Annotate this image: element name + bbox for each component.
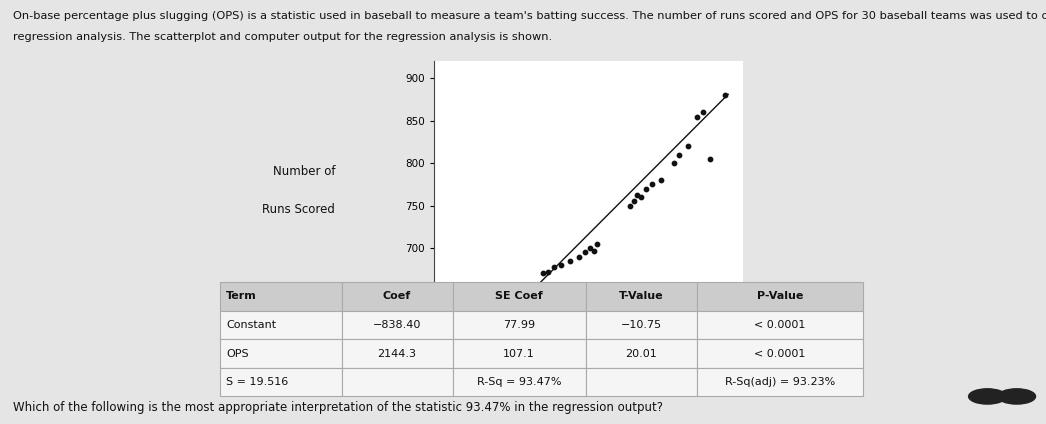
Text: OPS: OPS: [226, 349, 249, 359]
Text: Runs Scored: Runs Scored: [263, 204, 336, 216]
Text: < 0.0001: < 0.0001: [754, 320, 805, 330]
Text: −838.40: −838.40: [373, 320, 422, 330]
Point: [717, 92, 733, 99]
Point: [576, 249, 593, 256]
Bar: [453, 368, 586, 396]
Text: 2144.3: 2144.3: [378, 349, 416, 359]
Text: Number of: Number of: [273, 165, 336, 178]
Text: −10.75: −10.75: [620, 320, 662, 330]
Text: regression analysis. The scatterplot and computer output for the regression anal: regression analysis. The scatterplot and…: [13, 32, 551, 42]
Point: [535, 270, 551, 277]
Point: [552, 262, 569, 268]
Point: [462, 325, 479, 332]
Text: Term: Term: [226, 291, 257, 301]
Point: [621, 202, 638, 209]
Point: [629, 192, 645, 199]
X-axis label: OPS: OPS: [576, 380, 600, 393]
Text: S = 19.516: S = 19.516: [226, 377, 289, 387]
Point: [680, 143, 697, 150]
Bar: [586, 282, 697, 310]
Text: Coef: Coef: [383, 291, 411, 301]
Bar: [220, 282, 342, 310]
Bar: [453, 339, 586, 368]
Point: [633, 194, 650, 201]
Point: [582, 245, 598, 251]
Point: [495, 302, 511, 309]
Text: 20.01: 20.01: [626, 349, 657, 359]
Point: [653, 177, 669, 184]
Point: [471, 319, 487, 326]
Point: [453, 329, 470, 336]
Point: [586, 247, 602, 254]
Text: Constant: Constant: [226, 320, 276, 330]
Point: [670, 151, 687, 158]
Point: [477, 315, 494, 322]
Bar: [586, 368, 697, 396]
Point: [517, 291, 533, 298]
Point: [571, 253, 588, 260]
Text: R-Sq = 93.47%: R-Sq = 93.47%: [477, 377, 562, 387]
Point: [589, 240, 606, 247]
Point: [527, 287, 544, 294]
Bar: [342, 310, 453, 339]
Bar: [220, 310, 342, 339]
Point: [531, 283, 548, 290]
Bar: [342, 339, 453, 368]
Text: Which of the following is the most appropriate interpretation of the statistic 9: Which of the following is the most appro…: [13, 401, 662, 414]
Text: 77.99: 77.99: [503, 320, 536, 330]
Bar: [342, 368, 453, 396]
Bar: [586, 339, 697, 368]
Point: [702, 156, 719, 162]
Text: R-Sq(adj) = 93.23%: R-Sq(adj) = 93.23%: [725, 377, 835, 387]
Text: < 0.0001: < 0.0001: [754, 349, 805, 359]
Point: [522, 289, 539, 296]
Text: >: >: [1011, 390, 1022, 403]
Point: [448, 335, 464, 342]
Point: [484, 311, 501, 318]
Point: [638, 185, 655, 192]
Point: [498, 306, 515, 312]
Bar: [453, 282, 586, 310]
Point: [546, 263, 563, 270]
Point: [689, 113, 706, 120]
Bar: [697, 339, 863, 368]
Bar: [586, 310, 697, 339]
Text: T-Value: T-Value: [619, 291, 663, 301]
Bar: [697, 368, 863, 396]
Text: <: <: [982, 390, 993, 403]
Point: [562, 257, 578, 264]
Point: [695, 109, 711, 116]
Point: [490, 306, 506, 312]
Bar: [220, 339, 342, 368]
Bar: [453, 310, 586, 339]
Point: [626, 198, 642, 205]
Bar: [697, 282, 863, 310]
Bar: [220, 368, 342, 396]
Bar: [697, 310, 863, 339]
Bar: [342, 282, 453, 310]
Point: [480, 314, 497, 321]
Text: On-base percentage plus slugging (OPS) is a statistic used in baseball to measur: On-base percentage plus slugging (OPS) i…: [13, 11, 1046, 21]
Point: [665, 160, 682, 167]
Point: [540, 268, 556, 275]
Text: 107.1: 107.1: [503, 349, 535, 359]
Point: [468, 323, 484, 329]
Point: [643, 181, 660, 188]
Text: P-Value: P-Value: [756, 291, 803, 301]
Text: SE Coef: SE Coef: [495, 291, 543, 301]
Point: [504, 300, 521, 307]
